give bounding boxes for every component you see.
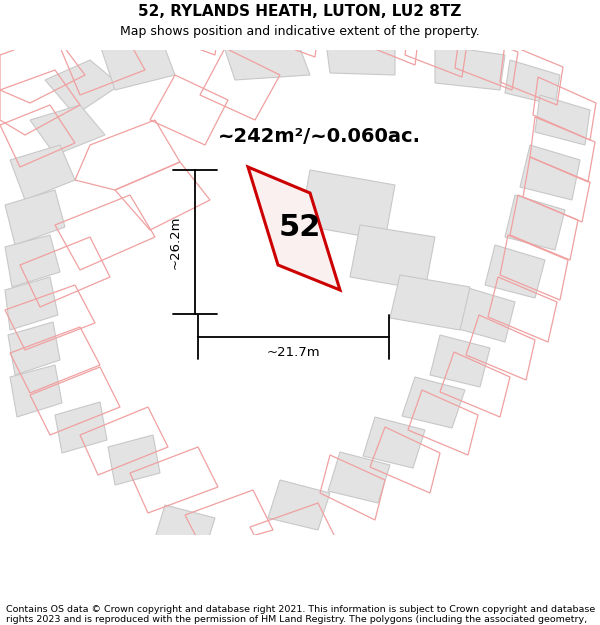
Polygon shape <box>55 402 107 453</box>
Text: ~21.7m: ~21.7m <box>266 346 320 359</box>
Polygon shape <box>100 35 175 90</box>
Polygon shape <box>108 435 160 485</box>
Polygon shape <box>5 190 65 245</box>
Polygon shape <box>325 35 395 75</box>
Polygon shape <box>248 167 340 290</box>
Polygon shape <box>10 145 75 200</box>
Polygon shape <box>300 170 395 240</box>
Polygon shape <box>155 505 215 550</box>
Polygon shape <box>520 145 580 200</box>
Text: 52, RYLANDS HEATH, LUTON, LU2 8TZ: 52, RYLANDS HEATH, LUTON, LU2 8TZ <box>139 4 461 19</box>
Polygon shape <box>505 60 560 105</box>
Polygon shape <box>350 225 435 290</box>
Polygon shape <box>5 235 60 287</box>
Polygon shape <box>30 105 105 155</box>
Polygon shape <box>435 45 505 90</box>
Text: Map shows position and indicative extent of the property.: Map shows position and indicative extent… <box>120 26 480 39</box>
Polygon shape <box>455 287 515 342</box>
Polygon shape <box>363 417 425 468</box>
Polygon shape <box>220 35 310 80</box>
Text: 52: 52 <box>279 213 321 241</box>
Polygon shape <box>10 365 62 417</box>
Text: ~242m²/~0.060ac.: ~242m²/~0.060ac. <box>218 127 421 146</box>
Polygon shape <box>505 195 565 250</box>
Polygon shape <box>5 277 58 330</box>
Polygon shape <box>268 480 330 530</box>
Polygon shape <box>430 335 490 387</box>
Polygon shape <box>45 60 120 115</box>
Polygon shape <box>390 275 470 330</box>
Polygon shape <box>8 322 60 375</box>
Polygon shape <box>535 95 590 145</box>
Polygon shape <box>402 377 465 428</box>
Polygon shape <box>328 452 390 503</box>
Polygon shape <box>485 245 545 298</box>
Text: Contains OS data © Crown copyright and database right 2021. This information is : Contains OS data © Crown copyright and d… <box>6 605 595 625</box>
Text: ~26.2m: ~26.2m <box>169 215 182 269</box>
